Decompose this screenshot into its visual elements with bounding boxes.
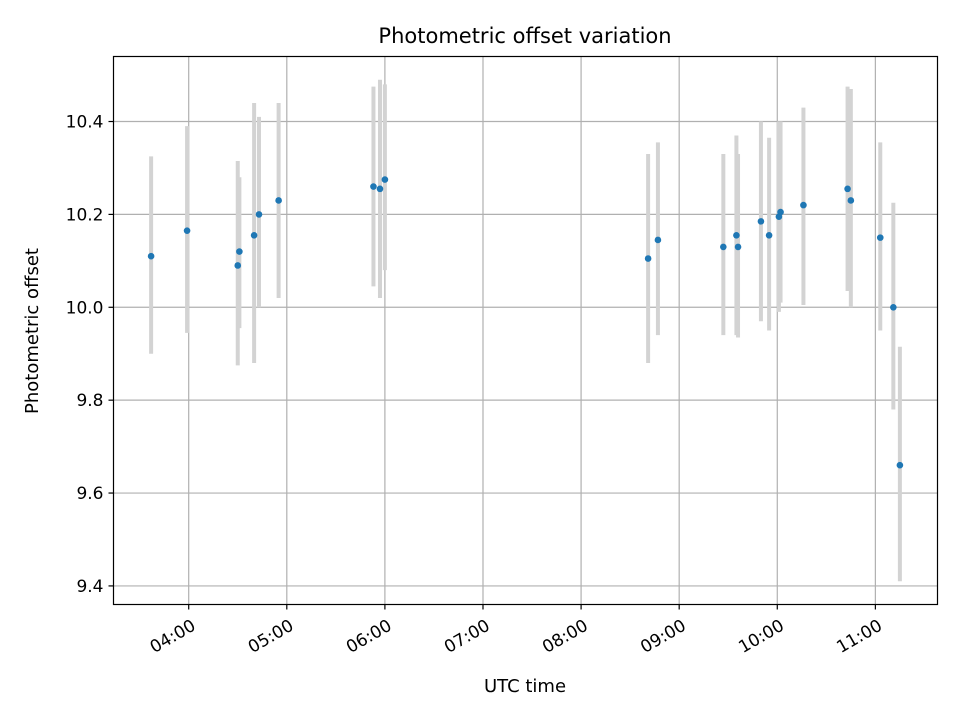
y-tick-label: 10.0 <box>66 298 104 318</box>
data-point <box>147 252 155 260</box>
data-point <box>733 231 740 239</box>
data-points <box>147 176 904 469</box>
y-tick-label: 10.4 <box>66 113 104 133</box>
data-point <box>777 208 784 216</box>
data-point <box>876 234 884 241</box>
data-point <box>654 236 662 244</box>
data-point <box>236 248 243 255</box>
data-point <box>844 185 851 193</box>
data-point <box>250 231 258 239</box>
y-tick-label: 9.6 <box>76 484 103 504</box>
data-point <box>275 197 282 204</box>
data-point <box>376 185 384 193</box>
data-point <box>644 255 652 262</box>
chart-title: Photometric offset variation <box>378 24 671 48</box>
data-point <box>381 176 389 183</box>
data-point <box>847 197 855 204</box>
y-tick-label: 9.8 <box>76 391 103 411</box>
data-point <box>720 243 727 251</box>
data-point <box>765 231 773 239</box>
y-axis-label: Photometric offset <box>22 248 43 414</box>
data-point <box>370 183 377 190</box>
data-point <box>183 227 191 234</box>
data-point <box>255 211 263 218</box>
plot-frame <box>112 55 939 606</box>
data-point <box>757 218 765 225</box>
grid <box>113 56 938 605</box>
data-point <box>734 243 742 251</box>
data-point <box>234 262 242 269</box>
x-axis-label: UTC time <box>484 676 566 697</box>
y-tick-label: 9.4 <box>76 577 103 597</box>
y-tick-label: 10.2 <box>66 205 104 225</box>
y-axis-ticks: 9.4 9.6 9.8 10.0 10.2 10.4 <box>66 113 114 597</box>
data-point <box>896 461 904 469</box>
data-point <box>890 303 897 311</box>
data-point <box>800 201 807 209</box>
